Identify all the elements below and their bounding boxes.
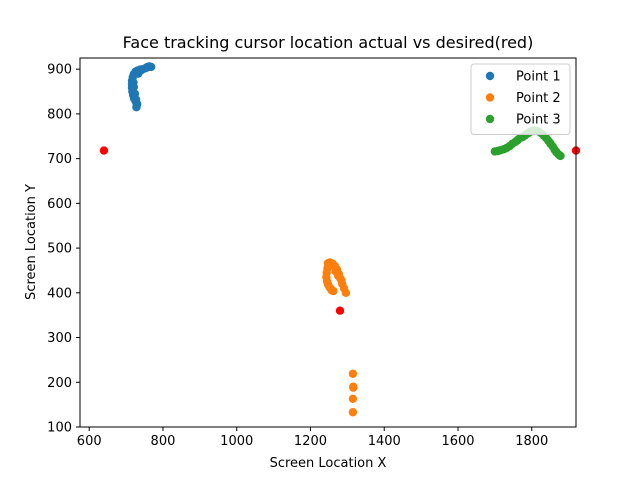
y-tick-label: 300 [47,331,72,346]
y-tick-label: 100 [47,421,72,436]
data-point [132,100,141,110]
legend-marker [485,114,495,124]
data-point [335,306,345,315]
legend-marker [485,71,495,81]
data-point [545,138,555,148]
data-point [495,146,504,155]
legend-box [470,63,571,135]
y-tick-label: 900 [47,63,72,78]
data-point [512,136,522,145]
y-tick-label: 200 [47,376,72,391]
data-point [99,146,109,155]
data-point [348,369,358,378]
data-point [142,63,151,73]
y-tick-label: 400 [47,286,72,301]
data-point [337,276,346,285]
x-axis-label: Screen Location X [270,456,387,471]
x-tick-label: 600 [77,434,102,449]
chart-title: Face tracking cursor location actual vs … [123,33,534,52]
y-axis-ticks: 100 200 300 400 500 600 700 800 900 [47,63,80,436]
y-axis-label: Screen Location Y [24,184,39,300]
data-point [348,394,358,404]
x-tick-label: 1600 [441,434,474,449]
data-point [129,82,139,92]
legend-label: Point 2 [516,91,561,106]
x-tick-label: 1400 [368,434,401,449]
legend: Point 1 Point 2 Point 3 [470,63,571,135]
legend-label: Point 1 [516,70,561,85]
x-tick-label: 1200 [294,434,327,449]
legend-marker [485,93,495,102]
y-tick-label: 500 [47,242,72,257]
data-point [324,261,334,271]
x-tick-label: 1800 [515,434,548,449]
plot-frame [79,57,577,428]
x-tick-label: 800 [151,434,176,449]
data-point [349,383,358,392]
y-tick-label: 600 [47,197,72,212]
data-point [329,286,338,296]
y-tick-label: 700 [47,152,72,167]
point-2-series [322,258,358,417]
data-point [551,147,561,156]
x-axis-ticks: 600 800 1000 1200 1400 1600 1800 [77,427,548,449]
data-point [341,288,351,298]
x-tick-label: 1000 [220,434,253,449]
y-tick-label: 800 [47,107,72,122]
point-1-series [127,62,156,112]
data-point [348,408,358,417]
legend-label: Point 3 [516,113,561,128]
